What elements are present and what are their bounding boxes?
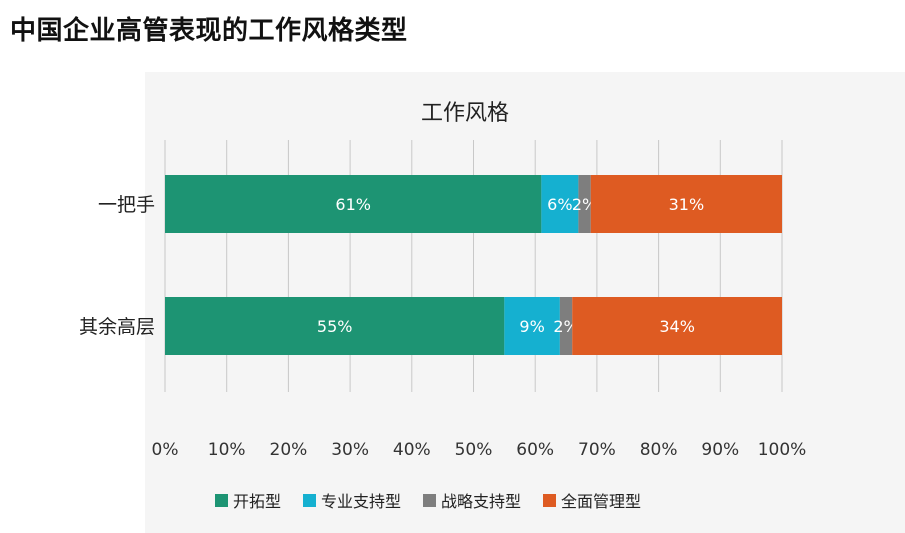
bar-segment-0-3	[590, 175, 782, 233]
x-tick-label-7: 70%	[578, 440, 616, 460]
x-tick-label-9: 90%	[701, 440, 739, 460]
bar-segment-1-0	[165, 297, 505, 355]
category-label-1: 其余高层	[79, 316, 155, 338]
bar-segment-1-1	[504, 297, 560, 355]
legend-label-3: 全面管理型	[561, 492, 642, 511]
legend-label-2: 战略支持型	[441, 492, 522, 511]
data-label-1-0: 55%	[317, 317, 353, 336]
data-label-0-0: 61%	[335, 195, 371, 214]
legend-item-2: 战略支持型	[423, 488, 521, 512]
legend-item-1: 专业支持型	[303, 488, 401, 512]
legend-item-0: 开拓型	[215, 488, 281, 512]
legend-label-1: 专业支持型	[321, 492, 402, 511]
x-tick-label-4: 40%	[393, 440, 431, 460]
data-label-1-3: 34%	[659, 317, 695, 336]
page-title: 中国企业高管表现的工作风格类型	[10, 16, 408, 46]
bar-segment-1-3	[572, 297, 782, 355]
x-tick-label-8: 80%	[640, 440, 678, 460]
legend-swatch-1	[303, 493, 317, 507]
x-tick-label-6: 60%	[516, 440, 554, 460]
x-tick-label-3: 30%	[331, 440, 369, 460]
bar-segment-1-2	[559, 297, 573, 355]
x-tick-label-10: 100%	[758, 440, 807, 460]
data-label-0-1: 6%	[547, 195, 572, 214]
legend-item-3: 全面管理型	[543, 488, 641, 512]
chart-title: 工作风格	[421, 101, 509, 126]
chart-legend: 开拓型 专业支持型 战略支持型 全面管理型	[215, 488, 641, 512]
bar-segment-0-1	[541, 175, 579, 233]
data-label-1-1: 9%	[519, 317, 544, 336]
legend-swatch-3	[543, 493, 557, 507]
category-label-0: 一把手	[98, 194, 155, 216]
x-tick-label-1: 10%	[208, 440, 246, 460]
x-tick-label-2: 20%	[270, 440, 308, 460]
x-tick-label-5: 50%	[455, 440, 493, 460]
bar-segment-0-0	[165, 175, 542, 233]
bar-segment-0-2	[578, 175, 591, 233]
legend-label-0: 开拓型	[233, 492, 282, 511]
data-label-0-3: 31%	[669, 195, 705, 214]
legend-swatch-0	[215, 493, 228, 507]
legend-swatch-2	[423, 493, 437, 507]
x-tick-label-0: 0%	[152, 440, 179, 460]
